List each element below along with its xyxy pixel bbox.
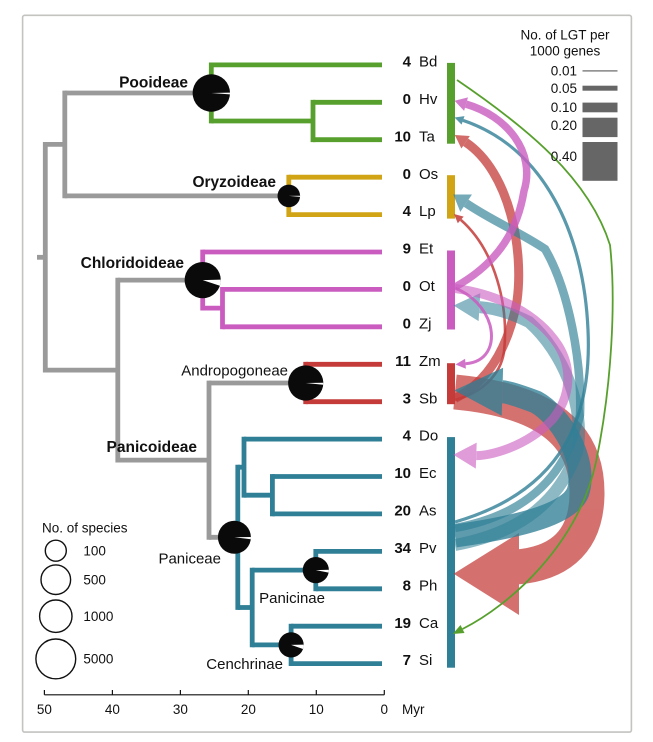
svg-text:Ph: Ph xyxy=(419,577,437,594)
svg-text:Zm: Zm xyxy=(419,353,441,370)
svg-text:9: 9 xyxy=(403,241,411,258)
svg-text:Cenchrinae: Cenchrinae xyxy=(206,656,283,673)
svg-text:7: 7 xyxy=(403,652,411,669)
svg-text:Andropogoneae: Andropogoneae xyxy=(181,363,288,380)
svg-text:1000 genes: 1000 genes xyxy=(530,44,601,59)
svg-text:1000: 1000 xyxy=(83,609,113,624)
svg-text:Et: Et xyxy=(419,241,434,258)
svg-text:Paniceae: Paniceae xyxy=(158,551,221,568)
svg-text:0: 0 xyxy=(403,315,411,332)
svg-text:30: 30 xyxy=(173,702,188,717)
svg-text:Panicoideae: Panicoideae xyxy=(107,439,198,456)
svg-text:0.40: 0.40 xyxy=(551,149,577,164)
svg-text:As: As xyxy=(419,503,437,520)
svg-text:0: 0 xyxy=(403,278,411,295)
svg-text:4: 4 xyxy=(403,203,412,220)
svg-text:Lp: Lp xyxy=(419,203,436,220)
svg-text:Panicinae: Panicinae xyxy=(259,590,325,607)
svg-text:10: 10 xyxy=(309,702,324,717)
svg-text:Chloridoideae: Chloridoideae xyxy=(81,255,185,272)
svg-text:Os: Os xyxy=(419,166,438,183)
svg-text:Si: Si xyxy=(419,652,432,669)
svg-text:0.05: 0.05 xyxy=(551,81,577,96)
svg-text:Ec: Ec xyxy=(419,465,437,482)
svg-text:20: 20 xyxy=(241,702,256,717)
svg-text:Do: Do xyxy=(419,428,438,445)
svg-text:0: 0 xyxy=(403,91,411,108)
svg-text:0: 0 xyxy=(381,702,389,717)
svg-text:Pv: Pv xyxy=(419,540,437,557)
svg-text:3: 3 xyxy=(403,390,411,407)
svg-text:Hv: Hv xyxy=(419,91,438,108)
svg-text:8: 8 xyxy=(403,577,411,594)
svg-text:10: 10 xyxy=(394,465,411,482)
svg-text:Bd: Bd xyxy=(419,54,437,71)
svg-text:No. of species: No. of species xyxy=(42,521,128,536)
svg-text:4: 4 xyxy=(403,54,412,71)
svg-text:Zj: Zj xyxy=(419,315,432,332)
svg-text:Pooideae: Pooideae xyxy=(119,75,188,92)
svg-text:Myr: Myr xyxy=(402,702,425,717)
svg-text:0.10: 0.10 xyxy=(551,100,577,115)
svg-text:100: 100 xyxy=(83,543,106,558)
svg-text:Ot: Ot xyxy=(419,278,436,295)
svg-text:0.20: 0.20 xyxy=(551,118,577,133)
svg-text:40: 40 xyxy=(105,702,120,717)
svg-text:50: 50 xyxy=(37,702,52,717)
svg-text:20: 20 xyxy=(394,503,411,520)
svg-text:4: 4 xyxy=(403,428,412,445)
svg-text:500: 500 xyxy=(83,572,106,587)
svg-text:0: 0 xyxy=(403,166,411,183)
svg-text:Ta: Ta xyxy=(419,128,436,145)
svg-text:5000: 5000 xyxy=(83,652,113,667)
svg-text:Oryzoideae: Oryzoideae xyxy=(192,174,276,191)
svg-text:Ca: Ca xyxy=(419,615,439,632)
svg-text:0.01: 0.01 xyxy=(551,64,577,79)
svg-text:34: 34 xyxy=(394,540,411,557)
svg-text:No. of LGT per: No. of LGT per xyxy=(520,28,610,43)
svg-text:Sb: Sb xyxy=(419,390,437,407)
svg-text:19: 19 xyxy=(394,615,411,632)
svg-text:11: 11 xyxy=(395,353,411,370)
svg-text:10: 10 xyxy=(394,128,411,145)
